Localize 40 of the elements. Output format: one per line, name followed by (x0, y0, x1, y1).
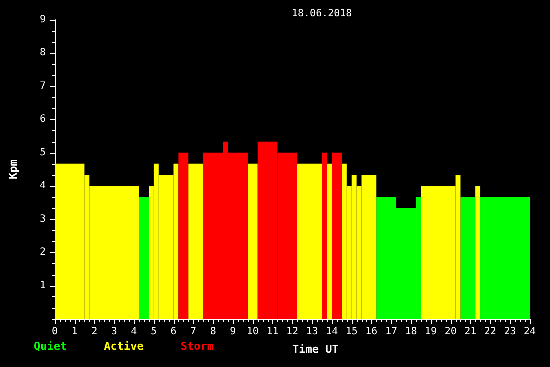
text: Quiet (34, 340, 68, 353)
y-tick-label: 8 (40, 48, 46, 59)
y-tick-label: 2 (40, 247, 46, 258)
x-tick-label: 12 (286, 326, 299, 338)
x-tick-label: 5 (150, 326, 157, 338)
x-tick-label: 22 (484, 326, 496, 338)
x-tick-label: 8 (210, 326, 216, 338)
x-tick-label: 20 (444, 326, 457, 338)
x-tick-label: 21 (464, 326, 477, 338)
x-tick-label: 23 (504, 326, 516, 338)
x-tick-label: 15 (346, 326, 358, 338)
x-axis-title: Time UT (292, 343, 340, 356)
chart-title: 18.06.2018 (292, 8, 352, 20)
x-tick-label: 16 (366, 326, 378, 338)
x-tick-label: 0 (52, 326, 58, 338)
x-tick-label: 18 (405, 326, 418, 338)
y-tick-label: 1 (40, 280, 46, 292)
series-label: Storm (180, 340, 214, 353)
y-tick-label: 9 (40, 14, 46, 26)
x-tick-label: 2 (92, 326, 98, 338)
y-tick-label: 5 (40, 147, 46, 158)
x-tick-label: 19 (425, 326, 438, 338)
y-tick-label: 6 (40, 114, 46, 126)
x-tick-label: 11 (266, 326, 279, 338)
x-tick-label: 9 (230, 326, 236, 338)
y-tick-label: 4 (40, 180, 46, 192)
x-tick-label: 10 (246, 326, 259, 338)
series-label: Active (104, 340, 144, 353)
x-tick-label: 17 (385, 326, 398, 338)
x-tick-label: 1 (72, 326, 78, 338)
y-tick-label: 7 (40, 80, 46, 92)
y-axis-title: Kpm (7, 159, 20, 180)
x-tick-label: 6 (170, 326, 177, 338)
y-tick-label: 3 (40, 214, 46, 225)
x-tick-label: 24 (524, 326, 536, 338)
x-tick-label: 7 (190, 326, 197, 338)
x-tick-label: 3 (111, 326, 118, 338)
x-tick-label: 4 (131, 326, 138, 338)
x-tick-label: 13 (306, 326, 318, 338)
x-tick-label: 14 (326, 326, 338, 338)
